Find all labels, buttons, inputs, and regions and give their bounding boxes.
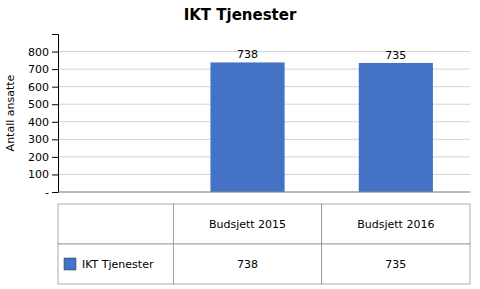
data-label: 735 — [385, 49, 406, 62]
legend-table: Budsjett 2015 Budsjett 2016 IKT Tjenester 7… — [58, 204, 470, 284]
y-tick-label: 600 — [28, 81, 49, 94]
y-tick-label: - — [45, 186, 49, 199]
y-tick: 800 — [28, 46, 58, 59]
bar — [210, 62, 284, 192]
y-tick-mark — [52, 104, 58, 105]
y-tick-mark — [52, 69, 58, 70]
y-tick-label: 100 — [28, 168, 49, 181]
table-cell — [173, 204, 321, 244]
y-tick-mark — [52, 192, 58, 193]
table-value: 735 — [385, 258, 406, 271]
grid-line — [58, 51, 470, 52]
y-tick-label: 800 — [28, 46, 49, 59]
y-tick-mark — [52, 139, 58, 140]
x-axis-line — [58, 192, 470, 193]
y-tick-mark — [52, 174, 58, 175]
y-tick-mark — [52, 122, 58, 123]
y-tick-label: 300 — [28, 133, 49, 146]
bar — [359, 63, 433, 192]
y-axis-title: Antall ansatte — [4, 74, 17, 151]
y-tick: 400 — [28, 116, 58, 129]
y-axis: - 100 200 300 400 500 600 700 800 — [28, 35, 59, 200]
table-cell — [58, 244, 173, 284]
y-tick: 700 — [28, 63, 58, 76]
y-axis-line — [52, 35, 59, 193]
legend-label: IKT Tjenester — [82, 258, 154, 271]
y-tick-mark — [52, 87, 58, 88]
grid — [58, 52, 470, 192]
y-tick-label: 700 — [28, 63, 49, 76]
table-cell — [322, 244, 470, 284]
y-tick: 300 — [28, 133, 58, 146]
grid-line — [58, 192, 470, 193]
table-cell — [58, 204, 173, 244]
y-tick: 600 — [28, 81, 58, 94]
data-label: 738 — [237, 48, 258, 61]
y-tick-mark — [52, 52, 58, 53]
table-header: Budsjett 2015 — [209, 218, 286, 231]
y-tick-label: 400 — [28, 116, 49, 129]
y-tick: 500 — [28, 98, 58, 111]
chart-container: IKT Tjenester - 100 200 300 400 500 600 700 800 An… — [0, 0, 480, 289]
table-cell — [173, 244, 321, 284]
y-tick: - — [45, 186, 58, 199]
chart-title: IKT Tjenester — [184, 6, 297, 24]
table-value: 738 — [237, 258, 258, 271]
chart-svg: IKT Tjenester - 100 200 300 400 500 600 700 800 An… — [0, 0, 480, 289]
table-cell — [322, 204, 470, 244]
y-tick-mark — [52, 157, 58, 158]
y-tick-label: 200 — [28, 151, 49, 164]
table-header: Budsjett 2016 — [357, 218, 434, 231]
y-tick-label: 500 — [28, 98, 49, 111]
data-labels: 738 735 — [237, 48, 406, 62]
bars — [210, 62, 432, 192]
legend-swatch — [64, 258, 76, 270]
y-tick: 200 — [28, 151, 58, 164]
y-tick: 100 — [28, 168, 58, 181]
